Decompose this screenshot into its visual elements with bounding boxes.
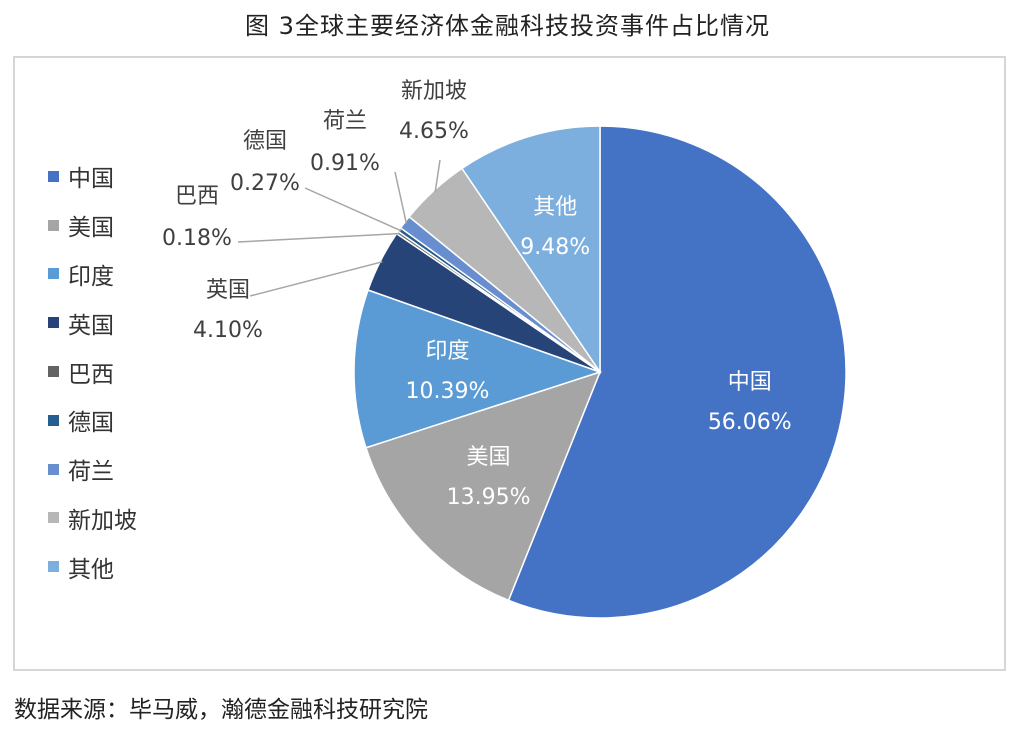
legend-swatch: [48, 219, 59, 231]
slice-value-巴西: 0.18%: [162, 226, 232, 251]
legend-label: 美国: [68, 215, 114, 242]
legend-label: 印度: [68, 263, 114, 290]
leader-line-英国: [249, 261, 383, 297]
legend-swatch: [48, 268, 59, 280]
leader-line-荷兰: [394, 171, 408, 224]
legend-swatch: [48, 170, 59, 182]
legend-label: 新加坡: [68, 507, 137, 534]
leader-line-巴西: [237, 232, 400, 243]
leader-line-新加坡: [434, 159, 441, 193]
slice-label-新加坡: 新加坡: [401, 79, 467, 104]
pie-slice-印度: [353, 289, 603, 449]
legend-item-中国: 中国: [48, 152, 137, 201]
legend-label: 巴西: [68, 361, 114, 388]
slice-value-荷兰: 0.91%: [310, 151, 380, 176]
legend-item-德国: 德国: [48, 396, 137, 445]
chart-legend: 中国美国印度英国巴西德国荷兰新加坡其他: [48, 152, 137, 591]
slice-value-中国: 56.06%: [708, 410, 792, 435]
legend-swatch: [48, 512, 59, 524]
legend-item-其他: 其他: [48, 542, 137, 591]
figure-title: 图 3全球主要经济体金融科技投资事件占比情况: [245, 12, 770, 40]
slice-label-荷兰: 荷兰: [323, 109, 367, 134]
legend-label: 其他: [68, 556, 114, 583]
leader-line-德国: [304, 187, 402, 232]
slice-value-其他: 9.48%: [520, 235, 590, 260]
pie-slice-其他: [460, 125, 601, 375]
legend-item-巴西: 巴西: [48, 347, 137, 396]
legend-swatch: [48, 366, 59, 378]
legend-item-英国: 英国: [48, 298, 137, 347]
slice-value-德国: 0.27%: [230, 171, 300, 196]
legend-swatch: [48, 317, 59, 329]
slice-value-新加坡: 4.65%: [399, 119, 469, 144]
legend-item-荷兰: 荷兰: [48, 445, 137, 494]
slice-label-美国: 美国: [467, 445, 511, 470]
slice-label-巴西: 巴西: [175, 184, 219, 209]
legend-swatch: [48, 561, 59, 573]
slice-label-德国: 德国: [243, 129, 287, 154]
chart-area: [13, 56, 1006, 671]
slice-label-中国: 中国: [728, 370, 772, 395]
slice-value-印度: 10.39%: [406, 379, 490, 404]
legend-label: 荷兰: [68, 459, 114, 486]
slice-value-美国: 13.95%: [447, 485, 531, 510]
slice-label-印度: 印度: [425, 339, 469, 364]
legend-label: 德国: [68, 410, 114, 437]
slice-label-其他: 其他: [533, 195, 577, 220]
legend-swatch: [48, 463, 59, 475]
source-note: 数据来源：毕马威，瀚德金融科技研究院: [14, 697, 428, 723]
pie-slice-中国: [507, 125, 847, 619]
legend-swatch: [48, 414, 59, 426]
legend-item-印度: 印度: [48, 250, 137, 299]
legend-label: 中国: [68, 166, 114, 193]
slice-label-英国: 英国: [206, 278, 250, 303]
legend-item-新加坡: 新加坡: [48, 494, 137, 543]
legend-label: 英国: [68, 312, 114, 339]
legend-item-美国: 美国: [48, 201, 137, 250]
slice-value-英国: 4.10%: [193, 318, 263, 343]
